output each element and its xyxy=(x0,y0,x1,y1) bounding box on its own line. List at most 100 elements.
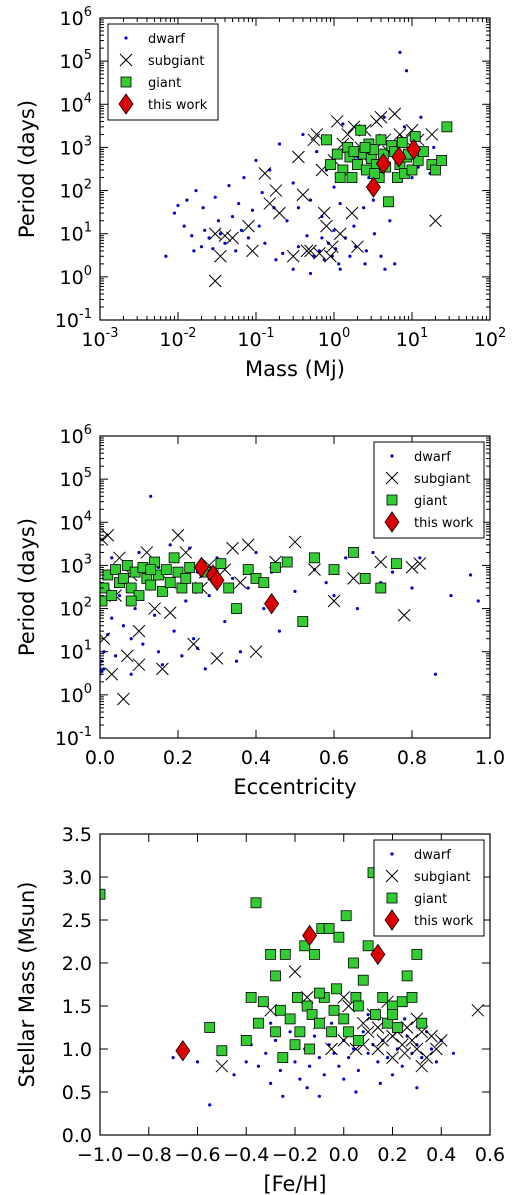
point-giant xyxy=(396,137,408,148)
point-subgiant xyxy=(292,150,305,164)
point-giant xyxy=(321,134,332,146)
point-dwarf xyxy=(277,142,282,146)
series-this-work xyxy=(193,556,280,615)
point-dwarf xyxy=(281,1094,285,1098)
point-this-work xyxy=(406,138,422,161)
point-giant xyxy=(348,547,359,558)
point-giant xyxy=(176,582,188,594)
point-giant xyxy=(250,897,262,909)
point-dwarf xyxy=(262,606,266,611)
point-subgiant xyxy=(325,240,339,254)
point-dwarf xyxy=(449,593,453,598)
point-subgiant xyxy=(273,206,286,220)
point-giant xyxy=(172,566,184,578)
point-giant xyxy=(297,616,309,627)
x-tick-label: 0.8 xyxy=(397,747,427,769)
point-subgiant xyxy=(397,608,411,622)
point-dwarf xyxy=(366,1013,370,1017)
point-giant xyxy=(265,949,277,960)
point-subgiant xyxy=(288,965,302,978)
point-dwarf xyxy=(281,251,285,255)
point-this-work xyxy=(365,176,381,198)
x-axis-label: Eccentricity xyxy=(233,775,356,799)
point-giant xyxy=(270,562,281,573)
point-subgiant xyxy=(434,1034,448,1047)
point-subgiant xyxy=(313,247,326,260)
legend-marker-giant xyxy=(386,892,398,904)
point-dwarf xyxy=(379,254,383,258)
point-giant xyxy=(245,992,257,1003)
y-tick-label: 104 xyxy=(60,509,92,534)
point-subgiant xyxy=(105,667,119,681)
point-dwarf xyxy=(117,593,122,598)
point-giant xyxy=(231,603,242,614)
point-giant xyxy=(328,564,340,576)
point-dwarf xyxy=(100,669,104,673)
point-subgiant xyxy=(156,662,169,676)
point-dwarf xyxy=(246,586,250,590)
point-giant xyxy=(258,577,270,588)
point-subgiant xyxy=(241,538,255,552)
point-dwarf xyxy=(451,1051,456,1055)
point-this-work xyxy=(175,1040,191,1062)
point-dwarf xyxy=(110,616,114,620)
point-dwarf xyxy=(201,206,205,210)
point-subgiant xyxy=(269,184,283,197)
point-dwarf xyxy=(194,188,198,193)
point-giant xyxy=(340,910,352,922)
point-dwarf xyxy=(322,1073,326,1077)
point-dwarf xyxy=(160,663,164,667)
point-dwarf xyxy=(382,115,386,119)
point-giant xyxy=(270,970,281,982)
point-subgiant xyxy=(351,240,364,254)
point-dwarf xyxy=(203,667,207,671)
legend-marker-subgiant xyxy=(119,53,133,67)
point-dwarf xyxy=(383,267,387,271)
point-dwarf xyxy=(274,258,278,262)
legend-label-subgiant: subgiant xyxy=(148,54,204,69)
point-subgiant xyxy=(226,231,239,245)
point-giant xyxy=(274,1004,286,1016)
point-dwarf xyxy=(199,245,204,249)
y-tick-label: 106 xyxy=(60,423,92,448)
x-tick-label: 0.6 xyxy=(319,747,349,769)
x-tick-label: −0.2 xyxy=(272,1144,318,1166)
point-dwarf xyxy=(176,203,180,208)
point-dwarf xyxy=(352,224,356,228)
legend-marker-this-work xyxy=(384,511,400,533)
point-giant xyxy=(292,992,303,1003)
point-dwarf xyxy=(172,629,176,633)
point-subgiant xyxy=(345,206,359,220)
point-subgiant xyxy=(347,572,360,585)
x-tick-label: −1.0 xyxy=(77,1144,123,1166)
x-tick-label: −0.4 xyxy=(223,1144,269,1166)
y-tick-label: 10-1 xyxy=(55,307,92,332)
point-dwarf xyxy=(149,494,153,498)
point-dwarf xyxy=(337,1064,341,1068)
legend-marker-subgiant xyxy=(385,471,399,485)
point-dwarf xyxy=(277,629,281,633)
point-dwarf xyxy=(344,556,348,560)
y-tick-label: 1.0 xyxy=(62,1039,92,1061)
legend-marker-this-work xyxy=(384,909,400,931)
point-dwarf xyxy=(312,1034,317,1038)
x-tick-label: 102 xyxy=(474,326,506,351)
point-giant xyxy=(391,1022,403,1033)
point-this-work xyxy=(302,924,318,947)
point-giant xyxy=(375,134,387,146)
point-dwarf xyxy=(433,672,437,676)
x-axis-label: Mass (Mj) xyxy=(245,357,345,381)
point-subgiant xyxy=(398,1046,412,1060)
legend-label-this-work: this work xyxy=(414,914,474,929)
plot-frame xyxy=(99,17,491,321)
point-giant xyxy=(338,1013,350,1025)
point-dwarf xyxy=(208,1103,212,1107)
point-subgiant xyxy=(208,227,222,241)
point-dwarf xyxy=(415,1086,419,1090)
point-dwarf xyxy=(260,190,264,195)
chart-panel-3: −1.0 −0.8 −0.6 −0.4 −0.2 0.0 0.2 0.4 0.6 0.0 0.5 1.… xyxy=(15,824,505,1195)
point-subgiant xyxy=(341,128,355,141)
point-subgiant xyxy=(234,576,247,589)
point-dwarf xyxy=(354,1090,358,1094)
point-subgiant xyxy=(430,1042,443,1056)
